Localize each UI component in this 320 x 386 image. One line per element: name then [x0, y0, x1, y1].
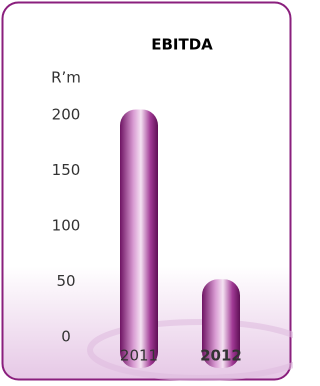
- y-tick-label: 150: [52, 161, 81, 179]
- bar: [120, 109, 158, 368]
- y-tick-label: 100: [52, 217, 81, 235]
- x-tick-label: 2012: [200, 347, 242, 365]
- y-tick-label: 0: [61, 328, 71, 346]
- x-tick-label: 2011: [120, 347, 158, 365]
- chart: EBITDA R’m 0 50 100 150 200 2011 2012: [0, 0, 293, 382]
- y-axis-label: R’m: [51, 69, 81, 87]
- chart-title: EBITDA: [151, 36, 213, 54]
- y-tick-label: 50: [56, 272, 75, 290]
- y-tick-label: 200: [52, 106, 81, 124]
